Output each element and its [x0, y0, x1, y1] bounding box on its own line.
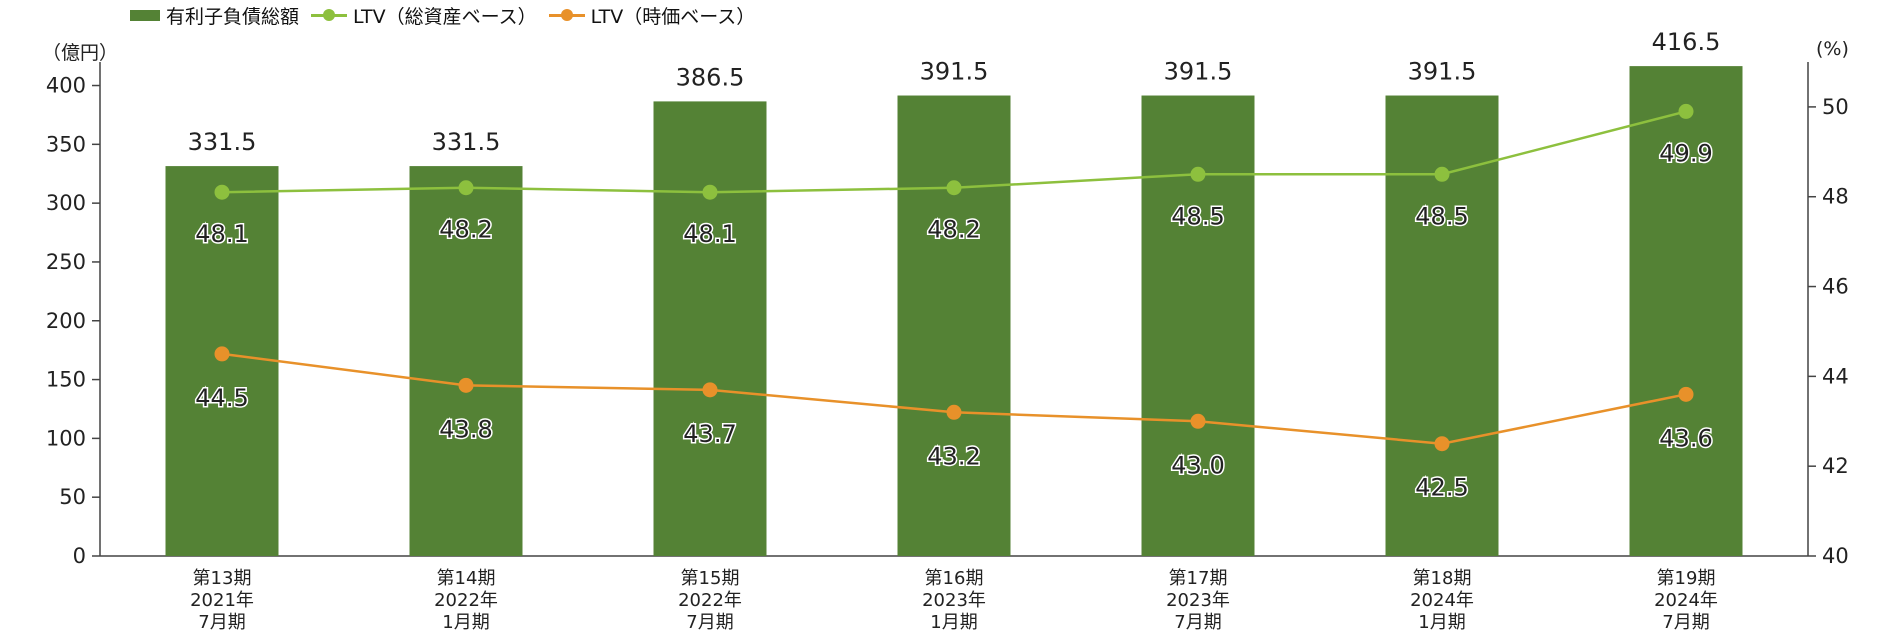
ltv-market-value-label: 43.7 — [683, 420, 736, 448]
bar-value-label: 331.5 — [188, 128, 257, 156]
ltv-total-point — [702, 184, 718, 200]
x-tick-label-line: 1月期 — [930, 612, 977, 633]
x-tick-label: 第14期 2022年 1月期 — [434, 568, 498, 633]
ltv-total-value-label: 48.5 — [1171, 202, 1224, 230]
x-tick-label-line: 7月期 — [198, 612, 245, 633]
ltv-market-value-label: 42.5 — [1415, 474, 1468, 502]
ltv-total-value-label: 48.1 — [195, 220, 248, 248]
right-tick-label: 46 — [1822, 275, 1849, 299]
ltv-total-value-label: 48.1 — [683, 220, 736, 248]
legend-swatch-ltv-total — [311, 8, 348, 22]
ltv-market-point — [1190, 413, 1206, 429]
ltv-market-point — [214, 346, 230, 362]
bar-value-label: 391.5 — [1408, 58, 1477, 86]
x-tick-label-line: 1月期 — [1418, 612, 1465, 633]
x-tick-label-line: 7月期 — [686, 612, 733, 633]
ltv-total-point — [1434, 166, 1450, 182]
left-tick-label: 350 — [46, 132, 86, 156]
x-tick-label: 第16期 2023年 1月期 — [922, 568, 986, 633]
ltv-total-point — [458, 180, 474, 196]
right-tick-label: 44 — [1822, 364, 1849, 388]
bar-value-label: 386.5 — [676, 63, 745, 91]
x-tick-label-line: 7月期 — [1662, 612, 1709, 633]
x-tick-label-line: 2022年 — [434, 590, 498, 611]
legend-item-ltv-total: LTV（総資産ベース） — [311, 2, 537, 29]
x-tick-label-line: 第16期 — [925, 568, 984, 589]
legend-item-ltv-market: LTV（時価ベース） — [548, 2, 756, 29]
left-tick-label: 200 — [46, 309, 86, 333]
bar — [653, 101, 767, 557]
ltv-total-point — [946, 180, 962, 196]
x-tick-label: 第19期 2024年 7月期 — [1654, 568, 1718, 633]
legend-item-debt: 有利子負債総額 — [130, 2, 299, 29]
ltv-total-value-label: 48.2 — [927, 216, 980, 244]
x-tick-label-line: 2021年 — [190, 590, 254, 611]
x-tick-label-line: 第18期 — [1413, 568, 1472, 589]
right-tick-label: 50 — [1822, 95, 1849, 119]
ltv-total-point — [1190, 166, 1206, 182]
ltv-market-value-label: 43.8 — [439, 415, 492, 443]
left-tick-label: 100 — [46, 426, 86, 450]
left-tick-label: 150 — [46, 368, 86, 392]
right-tick-label: 42 — [1822, 454, 1849, 478]
bar-value-label: 416.5 — [1652, 28, 1721, 56]
x-tick-label-line: 2023年 — [1166, 590, 1230, 611]
left-tick-label: 300 — [46, 191, 86, 215]
bar — [1629, 66, 1743, 556]
ltv-market-value-label: 43.2 — [927, 442, 980, 470]
ltv-market-point — [702, 382, 718, 398]
ltv-market-value-label: 43.0 — [1171, 451, 1224, 479]
x-tick-label-line: 7月期 — [1174, 612, 1221, 633]
right-axis-unit: (%) — [1816, 38, 1849, 60]
legend-label-ltv-market: LTV（時価ベース） — [590, 5, 756, 28]
ltv-total-value-label: 48.5 — [1415, 202, 1468, 230]
x-tick-label: 第17期 2023年 7月期 — [1166, 568, 1230, 633]
right-tick-label: 40 — [1822, 544, 1849, 568]
x-tick-label-line: 第15期 — [681, 568, 740, 589]
ltv-market-point — [458, 377, 474, 393]
x-tick-label-line: 第13期 — [193, 568, 252, 589]
left-tick-label: 250 — [46, 250, 86, 274]
right-tick-label: 48 — [1822, 185, 1849, 209]
x-tick-label-line: 第19期 — [1657, 568, 1716, 589]
bar — [1141, 95, 1255, 557]
ltv-market-point — [946, 404, 962, 420]
ltv-total-value-label: 49.9 — [1659, 139, 1712, 167]
ltv-total-point — [1678, 103, 1694, 119]
x-tick-label: 第18期 2024年 1月期 — [1410, 568, 1474, 633]
ltv-market-value-label: 43.6 — [1659, 424, 1712, 452]
legend-swatch-debt — [130, 9, 160, 21]
legend-label-ltv-total: LTV（総資産ベース） — [353, 5, 537, 28]
bar-value-label: 391.5 — [1164, 58, 1233, 86]
bar — [897, 95, 1011, 557]
x-tick-label: 第15期 2022年 7月期 — [678, 568, 742, 633]
x-tick-label-line: 2024年 — [1654, 590, 1718, 611]
legend-swatch-ltv-market — [548, 8, 585, 22]
bar-value-label: 391.5 — [920, 58, 989, 86]
left-axis-unit: （億円） — [42, 42, 119, 64]
ltv-market-value-label: 44.5 — [195, 384, 248, 412]
bar — [409, 166, 523, 557]
ltv-total-point — [214, 184, 230, 200]
x-tick-label-line: 1月期 — [442, 612, 489, 633]
x-tick-label-line: 2024年 — [1410, 590, 1474, 611]
ltv-total-value-label: 48.2 — [439, 216, 492, 244]
legend-label-debt: 有利子負債総額 — [166, 5, 300, 28]
x-tick-label: 第13期 2021年 7月期 — [190, 568, 254, 633]
left-tick-label: 0 — [73, 544, 86, 568]
left-tick-label: 50 — [59, 485, 86, 509]
x-tick-label-line: 2022年 — [678, 590, 742, 611]
ltv-market-point — [1678, 386, 1694, 402]
x-tick-label-line: 2023年 — [922, 590, 986, 611]
ltv-market-point — [1434, 436, 1450, 452]
bar-value-label: 331.5 — [432, 128, 501, 156]
left-tick-label: 400 — [46, 74, 86, 98]
x-tick-label-line: 第14期 — [437, 568, 496, 589]
legend: 有利子負債総額 LTV（総資産ベース） LTV（時価ベース） — [130, 2, 761, 28]
x-tick-label-line: 第17期 — [1169, 568, 1228, 589]
